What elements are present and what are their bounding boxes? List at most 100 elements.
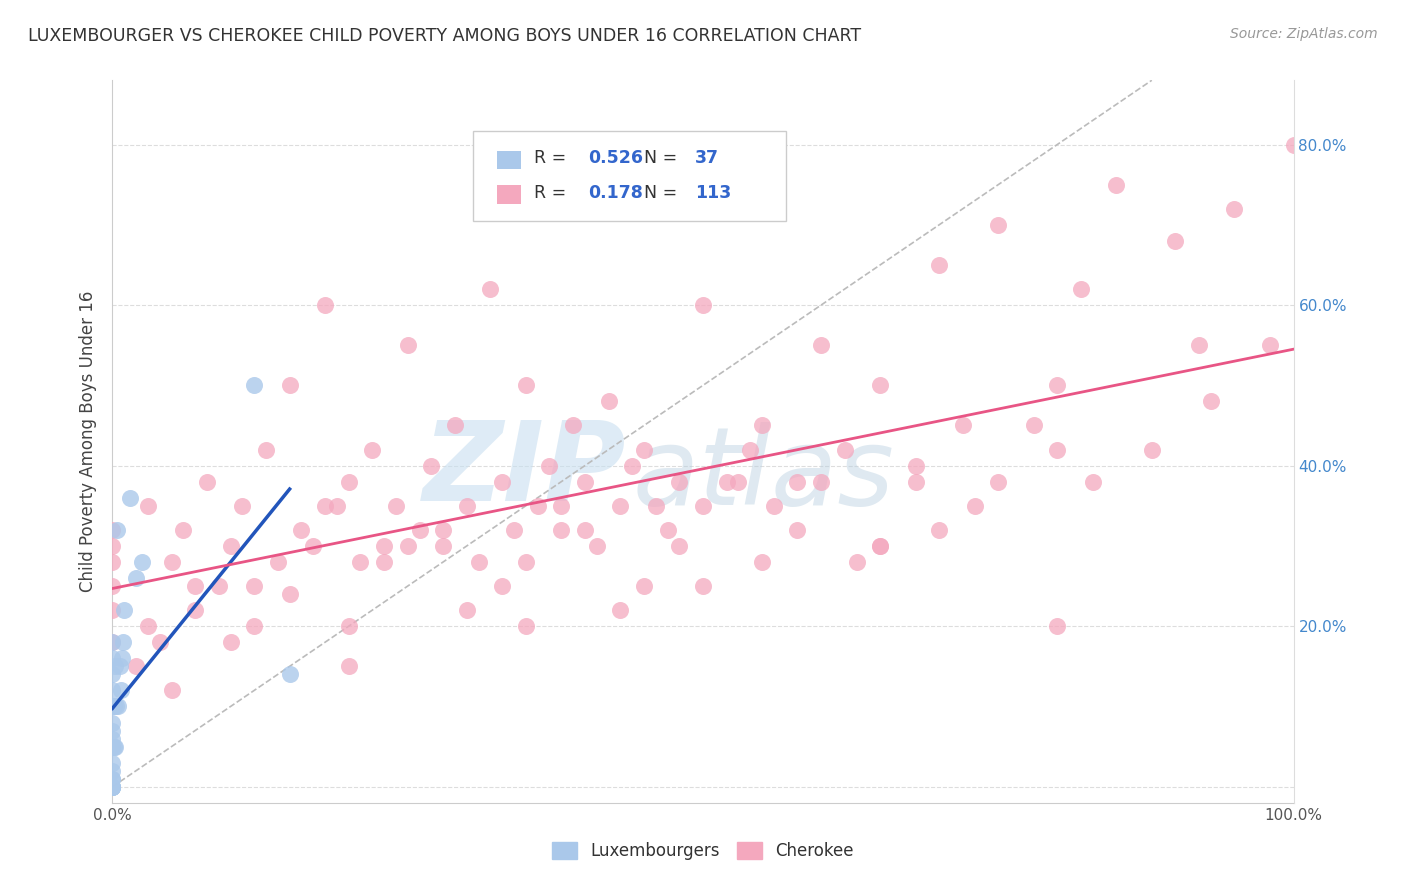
Point [243,378,266,392]
Point [131,555,153,569]
Point [101,772,124,786]
Point [786,523,808,537]
Point [609,603,631,617]
Point [845,555,868,569]
Text: LUXEMBOURGER VS CHEROKEE CHILD POVERTY AMONG BOYS UNDER 16 CORRELATION CHART: LUXEMBOURGER VS CHEROKEE CHILD POVERTY A… [28,27,862,45]
Point [562,418,585,433]
Point [644,499,666,513]
Point [278,587,301,601]
Point [1022,418,1045,433]
Point [420,458,443,473]
Point [574,523,596,537]
Point [385,499,408,513]
Point [108,659,131,673]
Point [609,499,631,513]
Point [101,683,124,698]
Point [668,475,690,489]
Text: ZIP: ZIP [423,417,626,524]
Point [101,579,124,593]
Point [396,539,419,553]
Point [302,539,325,553]
Point [503,523,526,537]
Point [762,499,785,513]
Point [987,475,1010,489]
Point [869,539,891,553]
Point [160,555,183,569]
Point [104,659,127,673]
Point [692,499,714,513]
Point [101,756,124,770]
Text: R =: R = [534,149,572,167]
Point [621,458,644,473]
Point [105,523,128,537]
Point [408,523,430,537]
Point [231,499,253,513]
Point [550,523,572,537]
Point [160,683,183,698]
Point [101,651,124,665]
Point [692,579,714,593]
Point [101,539,124,553]
FancyBboxPatch shape [498,186,522,203]
Point [515,555,537,569]
Text: 0.526: 0.526 [589,149,644,167]
Point [904,475,927,489]
Point [373,555,395,569]
Point [869,378,891,392]
Point [107,699,129,714]
Point [101,780,124,794]
Point [243,579,266,593]
Text: 113: 113 [695,184,731,202]
Point [373,539,395,553]
Point [479,282,502,296]
Point [112,635,135,649]
Text: 0.178: 0.178 [589,184,644,202]
FancyBboxPatch shape [498,151,522,169]
Y-axis label: Child Poverty Among Boys Under 16: Child Poverty Among Boys Under 16 [79,291,97,592]
Point [314,298,336,312]
Point [1046,619,1069,633]
Point [101,780,124,794]
Point [101,555,124,569]
Point [633,442,655,457]
Point [184,603,207,617]
Point [952,418,974,433]
Point [278,378,301,392]
Point [928,523,950,537]
Point [337,619,360,633]
Point [432,523,454,537]
Point [1188,338,1211,352]
Point [751,418,773,433]
Point [491,475,513,489]
Point [349,555,371,569]
Point [195,475,218,489]
Point [337,475,360,489]
Point [254,442,277,457]
Point [101,667,124,681]
Point [585,539,607,553]
Point [136,619,159,633]
Point [928,258,950,272]
Point [444,418,467,433]
Point [290,523,312,537]
Point [101,699,124,714]
Point [1046,442,1069,457]
Point [337,659,360,673]
Point [361,442,384,457]
Point [112,603,135,617]
Point [125,571,148,585]
Point [110,683,132,698]
Point [467,555,489,569]
Point [120,491,142,505]
Point [491,579,513,593]
Point [716,475,738,489]
Point [657,523,679,537]
Text: N =: N = [644,184,683,202]
Point [740,442,762,457]
Point [314,499,336,513]
Point [267,555,290,569]
Point [1140,442,1163,457]
Point [834,442,856,457]
Point [184,579,207,593]
Point [101,603,124,617]
